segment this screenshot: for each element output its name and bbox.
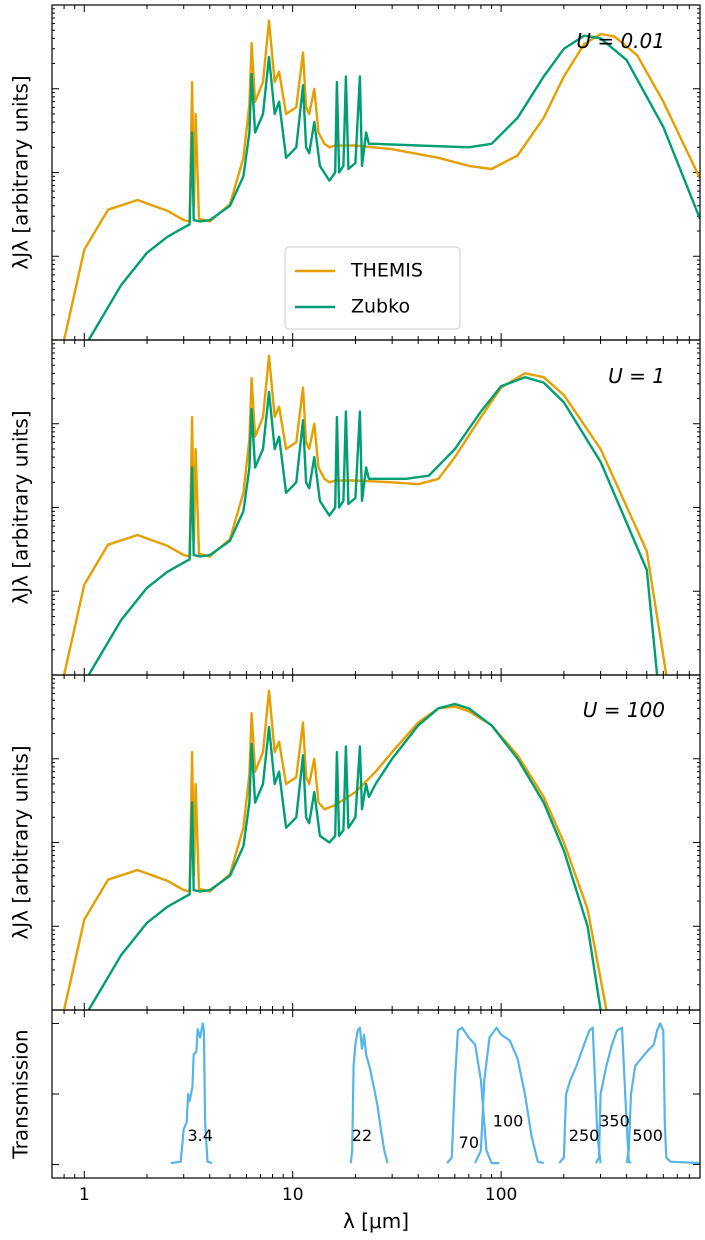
band-label: 500 <box>632 1126 663 1145</box>
series-line-themis <box>62 19 700 340</box>
series-line-zubko <box>87 702 602 1010</box>
plot-area <box>62 689 608 1010</box>
x-axis-label: λ [μm] <box>343 1209 409 1233</box>
plot-area <box>62 19 700 340</box>
band-label: 3.4 <box>188 1126 213 1145</box>
legend: THEMIS Zubko <box>284 246 461 330</box>
panel-3: λJλ [arbitrary units] U = 100 <box>9 674 701 1011</box>
band-line-250 <box>558 1026 602 1164</box>
plot-area <box>62 354 668 675</box>
band-line-3.4 <box>170 1022 213 1165</box>
panel-1: λJλ [arbitrary units] U = 0.01 THEMIS Zubko <box>9 4 701 341</box>
band-label: 70 <box>459 1133 479 1152</box>
legend-entry: THEMIS <box>350 260 423 282</box>
band-line-70 <box>446 1026 500 1165</box>
band-label: 100 <box>493 1112 524 1131</box>
series-line-zubko <box>87 376 659 675</box>
y-axis-label: λJλ [arbitrary units] <box>9 745 33 939</box>
u-annotation: U = 1 <box>608 364 665 388</box>
y-axis-label: λJλ [arbitrary units] <box>9 75 33 269</box>
series-line-themis <box>62 354 668 675</box>
band-label: 350 <box>599 1112 630 1131</box>
band-line-350 <box>594 1026 632 1165</box>
axes-frame <box>51 674 701 1011</box>
x-tick-label: 1 <box>79 1185 90 1205</box>
series-line-themis <box>62 689 608 1010</box>
x-tick-label: 10 <box>282 1185 304 1205</box>
band-label: 250 <box>569 1126 600 1145</box>
series-line-zubko <box>87 34 700 340</box>
axes-frame <box>51 1009 701 1179</box>
panel-2: λJλ [arbitrary units] U = 1 <box>9 339 701 676</box>
legend-box <box>284 246 461 330</box>
band-label: 22 <box>352 1126 372 1145</box>
y-axis-label: λJλ [arbitrary units] <box>9 410 33 604</box>
u-annotation: U = 0.01 <box>576 29 665 53</box>
axes-frame <box>51 339 701 676</box>
plot-area <box>170 1022 700 1165</box>
panels: λJλ [arbitrary units] U = 0.01 THEMIS Zubko… <box>9 4 701 1233</box>
legend-entry: Zubko <box>351 296 410 318</box>
x-tick-label: 100 <box>485 1185 517 1205</box>
band-line-100 <box>474 1026 544 1165</box>
y-axis-label: Transmission <box>9 1029 33 1159</box>
band-line-500 <box>625 1022 700 1165</box>
band-line-22 <box>349 1026 389 1164</box>
u-annotation: U = 100 <box>583 698 665 722</box>
